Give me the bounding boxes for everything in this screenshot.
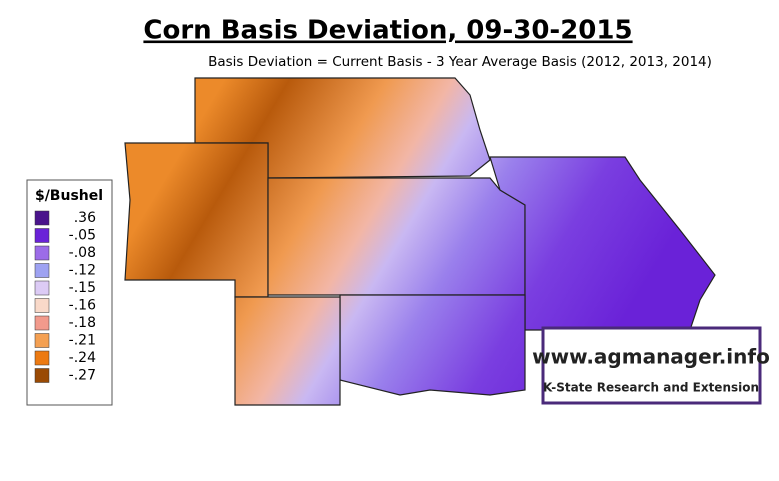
oklahoma [339,294,526,396]
missouri [489,156,716,331]
legend-label: -.12 [69,263,96,279]
subtitle: Basis Deviation = Current Basis - 3 Year… [208,54,712,70]
legend-swatch [34,263,50,278]
legend-swatch [34,280,50,296]
legend-swatch [34,228,50,243]
legend-label: -.15 [69,280,96,296]
map [124,77,716,406]
legend-swatch [34,368,50,383]
legend-swatch [34,245,50,261]
legend-label: -.08 [69,245,96,261]
legend-title: $/Bushel [35,188,103,204]
legend-label: .36 [74,210,96,226]
legend-swatch [34,333,50,348]
legend-label: -.27 [69,368,96,384]
logo-url: www.agmanager.info [532,345,770,369]
legend-label: -.18 [69,315,96,331]
legend-swatch [34,315,50,331]
legend-label: -.21 [69,333,96,349]
logo-org: K-State Research and Extension [543,381,759,395]
legend-items: .36 -.05-.08 -.12-.15 -.16-.18 -.21-.24 -.27 [34,210,96,384]
texas-panhandle [234,296,341,406]
legend-swatch [34,210,50,226]
logo-box [541,326,762,405]
legend-label: -.16 [69,298,96,314]
legend-swatch [34,350,50,366]
title: Corn Basis Deviation, 09-30-2015 [143,16,632,46]
legend-swatch [34,298,50,313]
legend-label: -.05 [69,228,96,244]
kansas [267,177,526,296]
legend-label: -.24 [69,350,96,366]
colorado [124,142,269,298]
